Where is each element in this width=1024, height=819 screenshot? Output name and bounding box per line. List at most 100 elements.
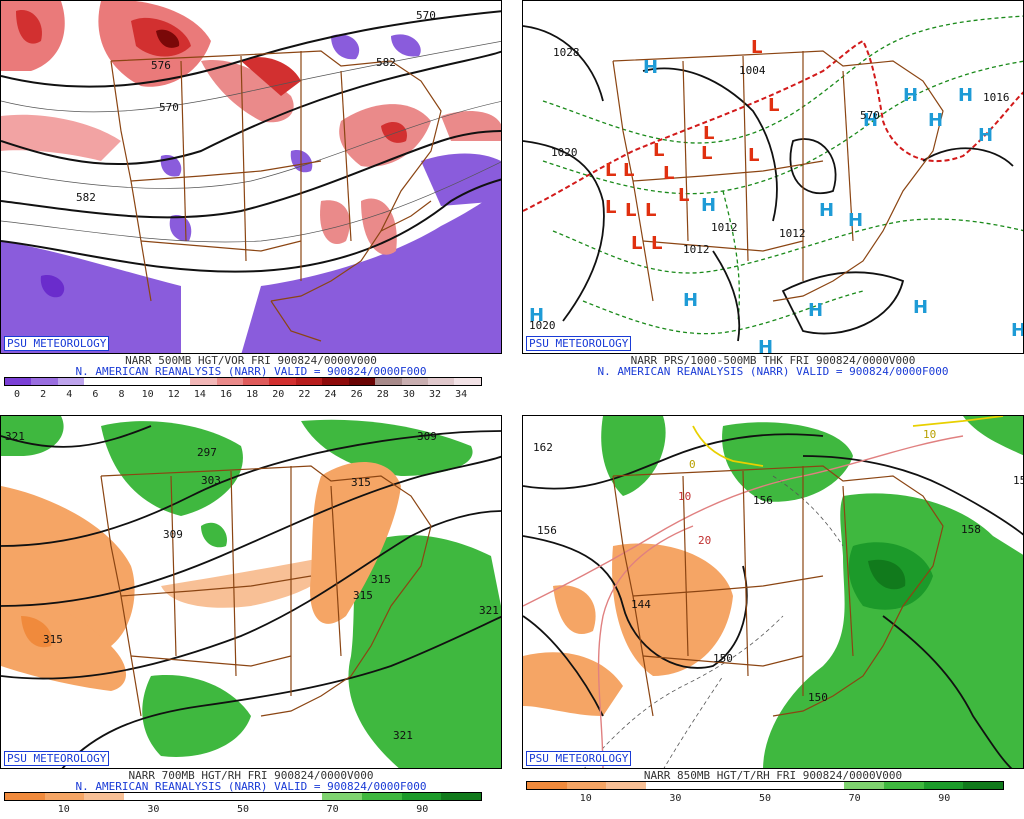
low-pressure-marker: L bbox=[653, 140, 664, 161]
contour-label: 0 bbox=[689, 458, 696, 471]
color-scale-swatch bbox=[203, 793, 244, 800]
contour-label: 582 bbox=[376, 56, 396, 69]
color-scale-swatch bbox=[527, 782, 567, 789]
color-scale-swatch bbox=[454, 378, 481, 385]
color-scale-swatch bbox=[110, 378, 138, 385]
color-scale-swatch bbox=[243, 793, 283, 800]
panel-500mb-vorticity: 576 582 570 582 570 PSU METEOROLOGY NARR… bbox=[0, 0, 502, 404]
contour-label: 150 bbox=[808, 691, 828, 704]
high-pressure-marker: H bbox=[1011, 320, 1024, 341]
color-scale-label: 10 bbox=[141, 389, 154, 400]
color-scale-label: 34 bbox=[455, 389, 468, 400]
psu-meteorology-logo: PSU METEOROLOGY bbox=[526, 336, 632, 351]
color-scale-label: 10 bbox=[579, 793, 592, 804]
color-scale-label: 70 bbox=[326, 804, 339, 815]
color-scale-swatch bbox=[348, 378, 376, 385]
contour-label: 321 bbox=[5, 430, 25, 443]
contour-label: 1004 bbox=[739, 64, 766, 77]
color-scale-swatch bbox=[216, 378, 243, 385]
color-scale-swatch bbox=[322, 793, 363, 800]
color-scale-swatch bbox=[163, 793, 204, 800]
color-scale-swatch bbox=[923, 782, 964, 789]
contour-label: 156 bbox=[753, 494, 773, 507]
color-scale-label: 30 bbox=[147, 804, 160, 815]
contour-label: 297 bbox=[197, 446, 217, 459]
color-scale-swatch bbox=[401, 793, 442, 800]
color-scale-swatch bbox=[401, 378, 428, 385]
color-scale-swatch bbox=[282, 793, 323, 800]
color-scale-swatch bbox=[963, 782, 1004, 789]
psu-meteorology-logo: PSU METEOROLOGY bbox=[4, 751, 110, 766]
color-scale-label: 6 bbox=[92, 389, 99, 400]
color-scale-label: 50 bbox=[758, 793, 772, 804]
color-scale-label: 90 bbox=[416, 804, 429, 815]
contour-label: 303 bbox=[201, 474, 221, 487]
high-pressure-marker: H bbox=[643, 57, 658, 78]
low-pressure-marker: L bbox=[703, 123, 714, 144]
color-scale-labels: 0 2 4 6 8 10 12 14 16 18 20 22 24 26 28 30 32 34 bbox=[4, 389, 482, 401]
color-scale-swatch bbox=[428, 378, 455, 385]
low-pressure-marker: L bbox=[663, 163, 674, 184]
color-scale-label: 14 bbox=[193, 389, 206, 400]
color-scale-label: 20 bbox=[272, 389, 285, 400]
contour-label: 321 bbox=[393, 729, 413, 742]
color-scale-swatch bbox=[375, 378, 402, 385]
map-sea-level-pressure: H H H H H H H H H H H H H H H L L L L L bbox=[522, 0, 1024, 354]
color-scale-label: 2 bbox=[40, 389, 47, 400]
color-scale-swatch bbox=[124, 793, 164, 800]
color-scale bbox=[526, 781, 1004, 790]
contour-label: 582 bbox=[76, 191, 96, 204]
contour-label: 1028 bbox=[553, 46, 580, 59]
contour-label: 315 bbox=[351, 476, 371, 489]
contour-label: 10 bbox=[923, 428, 936, 441]
color-scale-swatch bbox=[5, 378, 32, 385]
color-scale-label: 8 bbox=[118, 389, 125, 400]
panel-valid-line: N. AMERICAN REANALYSIS (NARR) VALID = 90… bbox=[75, 780, 427, 793]
color-scale-label: 18 bbox=[246, 389, 259, 400]
low-pressure-marker: L bbox=[645, 200, 656, 221]
contour-label: 309 bbox=[163, 528, 183, 541]
high-pressure-marker: H bbox=[928, 110, 943, 131]
map-500mb-vorticity: 576 582 570 582 570 bbox=[0, 0, 502, 354]
color-scale-swatch bbox=[362, 793, 402, 800]
color-scale-label: 70 bbox=[848, 793, 861, 804]
psu-meteorology-logo: PSU METEOROLOGY bbox=[4, 336, 110, 351]
contour-label: 158 bbox=[961, 523, 981, 536]
high-pressure-marker: H bbox=[848, 210, 863, 231]
color-scale-label: 0 bbox=[14, 389, 21, 400]
contour-label: 315 bbox=[353, 589, 373, 602]
psu-meteorology-logo: PSU METEOROLOGY bbox=[526, 751, 632, 766]
color-scale-label: 32 bbox=[428, 389, 441, 400]
color-scale-label: 12 bbox=[167, 389, 180, 400]
color-scale bbox=[4, 792, 482, 801]
color-scale-label: 30 bbox=[669, 793, 682, 804]
color-scale-swatch bbox=[646, 782, 686, 789]
panel-valid-line: N. AMERICAN REANALYSIS (NARR) VALID = 90… bbox=[597, 365, 949, 378]
high-pressure-marker: H bbox=[808, 300, 823, 321]
color-scale-swatch bbox=[322, 378, 349, 385]
color-scale-swatch bbox=[84, 378, 111, 385]
low-pressure-marker: L bbox=[768, 95, 779, 116]
low-pressure-marker: L bbox=[678, 185, 689, 206]
high-pressure-marker: H bbox=[978, 125, 993, 146]
low-pressure-marker: L bbox=[748, 145, 759, 166]
contour-label: 1020 bbox=[529, 319, 556, 332]
low-pressure-marker: L bbox=[651, 233, 662, 254]
color-scale-swatch bbox=[57, 378, 85, 385]
color-scale-swatch bbox=[242, 378, 270, 385]
color-scale-label: 22 bbox=[298, 389, 311, 400]
color-scale-swatch bbox=[804, 782, 845, 789]
color-scale-label: 10 bbox=[57, 804, 70, 815]
color-scale-label: 50 bbox=[236, 804, 250, 815]
contour-label: 1012 bbox=[711, 221, 738, 234]
low-pressure-marker: L bbox=[625, 200, 636, 221]
color-scale-swatch bbox=[269, 378, 296, 385]
panel-sea-level-pressure: H H H H H H H H H H H H H H H L L L L L bbox=[522, 0, 1024, 404]
color-scale-label: 28 bbox=[376, 389, 389, 400]
color-scale-label: 24 bbox=[324, 389, 337, 400]
contour-label: 156 bbox=[537, 524, 557, 537]
map-850mb-temperature-humidity: 162 156 144 150 156 158 156 150 10 20 10… bbox=[522, 415, 1024, 769]
contour-label: 1012 bbox=[683, 243, 710, 256]
low-pressure-marker: L bbox=[751, 37, 762, 58]
contour-label: 576 bbox=[151, 59, 171, 72]
